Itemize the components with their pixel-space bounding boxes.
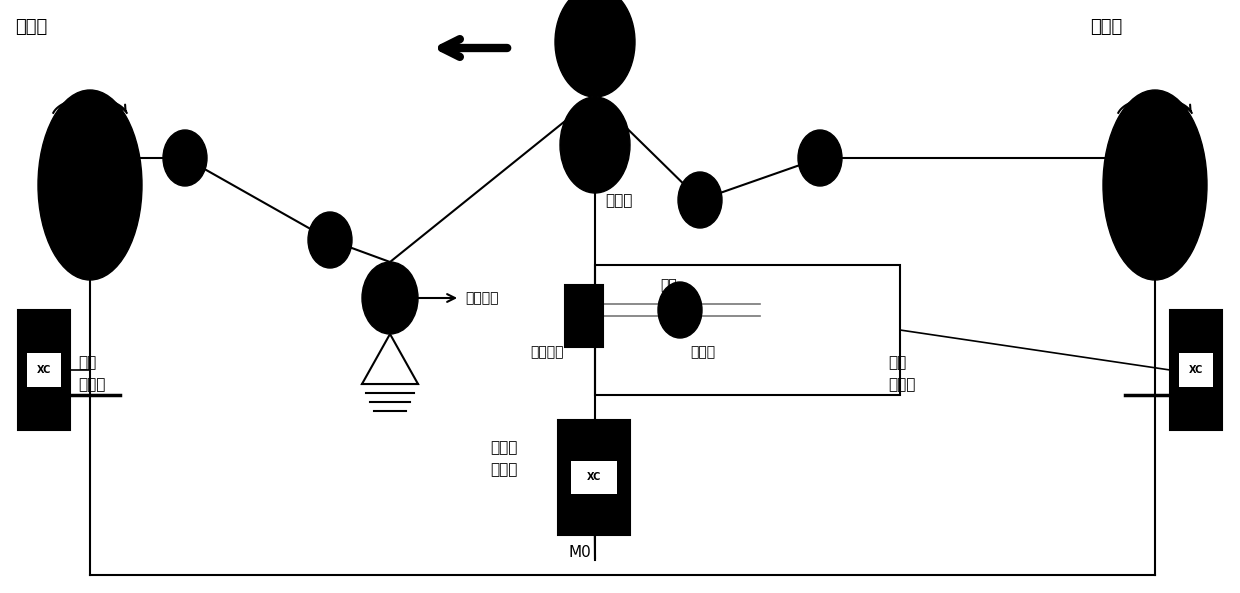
Text: 收卷盘: 收卷盘 (15, 18, 47, 36)
Bar (565, 285, 603, 347)
Bar (19, 310, 69, 430)
Ellipse shape (162, 130, 207, 186)
Bar (595, 265, 900, 395)
Text: 变频器: 变频器 (78, 377, 105, 392)
Text: M0: M0 (569, 545, 591, 560)
Text: 主传动: 主传动 (490, 440, 517, 455)
Ellipse shape (362, 262, 418, 334)
Bar (1179, 353, 1213, 387)
Text: 变频器: 变频器 (490, 462, 517, 477)
Text: 放卷: 放卷 (888, 355, 906, 370)
Ellipse shape (658, 282, 702, 338)
Text: 摆杆: 摆杆 (660, 278, 677, 292)
Text: XC: XC (1189, 365, 1203, 375)
Text: XC: XC (37, 365, 51, 375)
Text: 主传动: 主传动 (605, 193, 632, 208)
Bar (27, 353, 61, 387)
Text: 收卷: 收卷 (78, 355, 97, 370)
Ellipse shape (1104, 90, 1207, 280)
Text: 变频器: 变频器 (888, 377, 915, 392)
Text: 电位器: 电位器 (689, 345, 715, 359)
Ellipse shape (556, 0, 635, 97)
Bar (558, 420, 630, 535)
Text: XC: XC (587, 473, 601, 483)
Ellipse shape (678, 172, 722, 228)
Bar (570, 461, 618, 493)
Ellipse shape (799, 130, 842, 186)
Text: 张力检测: 张力检测 (465, 291, 498, 305)
Polygon shape (362, 334, 418, 384)
Text: 放卷盘: 放卷盘 (1090, 18, 1122, 36)
Bar (1171, 310, 1221, 430)
Ellipse shape (38, 90, 143, 280)
Ellipse shape (560, 97, 630, 193)
Ellipse shape (308, 212, 352, 268)
Text: 产生气压: 产生气压 (529, 345, 563, 359)
